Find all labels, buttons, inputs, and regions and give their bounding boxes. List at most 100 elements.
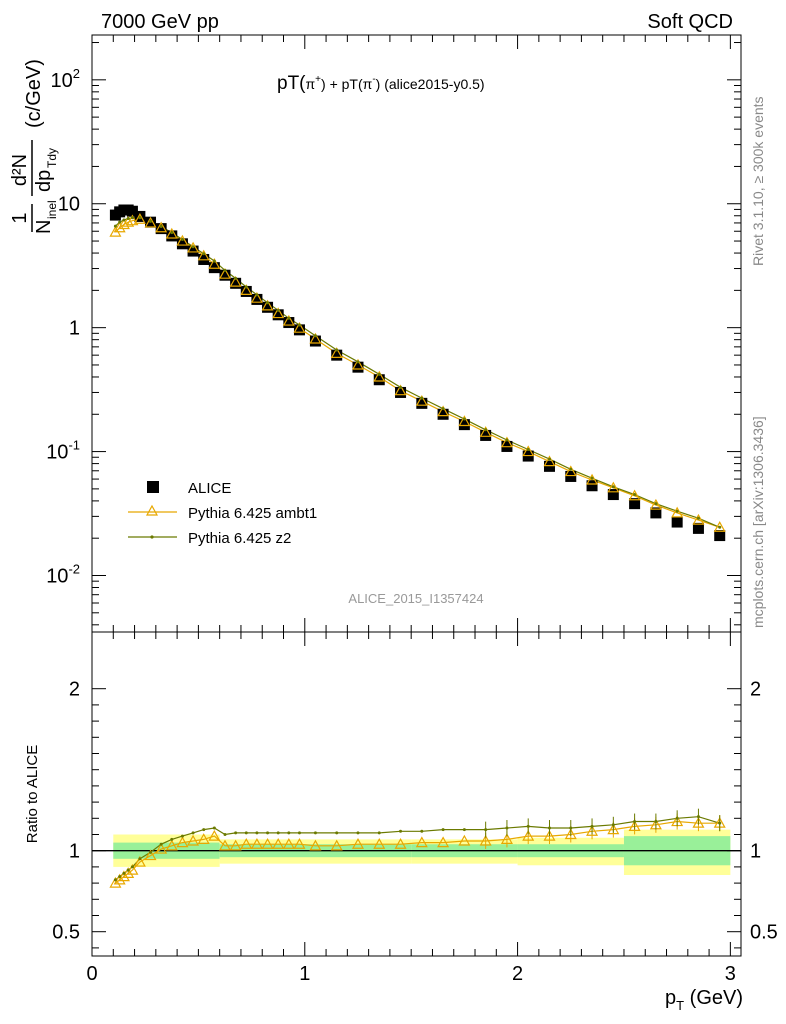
ratio-ambt1-point — [113, 873, 126, 885]
ratio-z2-point — [718, 821, 722, 825]
ratio-ambt1-point — [117, 870, 130, 882]
z2-point — [335, 348, 339, 352]
z2-point — [118, 220, 122, 224]
z2-point — [149, 219, 153, 223]
ambt1-point — [437, 405, 450, 417]
ratio-ambt1-point — [309, 839, 322, 851]
ambt1-point — [330, 347, 343, 358]
ambt1-point — [250, 291, 263, 303]
ratio-z2-point — [244, 831, 248, 835]
alice-point — [352, 361, 364, 373]
alice-point — [543, 460, 555, 472]
z2-point — [441, 407, 445, 411]
ambt1-point — [187, 241, 200, 253]
ambt1-point — [522, 445, 535, 457]
ratio-z2-point — [399, 829, 403, 833]
ratio-z2-point — [212, 826, 216, 830]
ratio-ambt1-point — [543, 829, 556, 841]
ratio-z2-point — [335, 831, 339, 835]
ambt1-point — [176, 234, 189, 246]
z2-point — [696, 516, 700, 520]
ambt1-point — [394, 384, 407, 396]
ratio-ambt1-point — [229, 839, 242, 851]
ratio-ambt1-point — [458, 834, 471, 846]
z2-point — [356, 360, 360, 364]
analysis-watermark: ALICE_2015_I1357424 — [348, 591, 483, 606]
svg-text:inel: inel — [45, 200, 59, 219]
ratio-ambt1-point — [564, 828, 577, 840]
z2-point — [484, 428, 488, 432]
ratio-z2-point — [547, 826, 551, 830]
ratio-ambt1-point — [165, 839, 178, 851]
x-axis-label: pT (GeV) — [665, 987, 743, 1013]
z2-point — [420, 396, 424, 400]
alice-point — [480, 429, 492, 441]
ambt1-point — [240, 284, 253, 295]
ambt1-point — [309, 332, 322, 344]
alice-point — [166, 230, 178, 242]
legend-marker-ambt1 — [145, 504, 159, 516]
svg-text:(c/GeV): (c/GeV) — [23, 59, 45, 128]
ratio-y-tick-label-right: 2 — [750, 679, 761, 701]
alice-point — [155, 223, 167, 235]
ambt1-point — [586, 473, 599, 485]
ratio-ambt1-point — [692, 816, 705, 828]
ratio-z2-point — [590, 824, 594, 828]
ratio-z2-point — [149, 850, 153, 854]
ratio-z2-point — [287, 831, 291, 835]
ratio-ambt1-point — [133, 855, 146, 867]
ratio-ambt1-point — [437, 836, 450, 848]
z2-point — [234, 276, 238, 280]
ambt1-point — [197, 249, 210, 261]
ratio-z2-point — [159, 842, 163, 846]
y-tick-label: 10 — [58, 194, 80, 216]
z2-point — [202, 252, 206, 256]
y-tick-label: 10-1 — [46, 438, 80, 464]
x-tick-label: 1 — [299, 963, 310, 985]
alice-point — [293, 324, 305, 336]
ambt1-point — [671, 506, 684, 518]
ratio-ambt1-point — [479, 834, 492, 846]
ratio-z2-point — [202, 828, 206, 832]
ratio-z2-point — [526, 824, 530, 828]
x-tick-label: 2 — [512, 963, 523, 985]
z2-point — [718, 525, 722, 529]
alice-point — [187, 245, 199, 257]
ratio-z2-point — [170, 837, 174, 841]
ratio-ambt1-point — [272, 837, 285, 849]
ratio-z2-point — [276, 831, 280, 835]
z2-point — [505, 438, 509, 442]
legend-label-ambt1: Pythia 6.425 ambt1 — [188, 505, 317, 522]
ratio-ambt1-point — [351, 837, 365, 849]
z2-point — [244, 285, 248, 289]
ratio-z2-point — [297, 831, 301, 835]
z2-point — [654, 502, 658, 506]
ratio-ambt1-point — [293, 837, 306, 849]
ambt1-point — [117, 218, 130, 230]
alice-point — [219, 269, 231, 281]
z2-point — [138, 216, 142, 220]
ratio-z2-point — [569, 826, 573, 830]
ratio-y-tick-label-right: 0.5 — [750, 922, 778, 944]
alice-point — [272, 309, 284, 321]
alice-point — [671, 516, 683, 528]
legend-label-z2: Pythia 6.425 z2 — [188, 530, 291, 547]
z2-point — [122, 218, 126, 222]
ambt1-point — [373, 370, 386, 382]
alice-point — [586, 480, 598, 492]
alice-point — [437, 408, 449, 420]
z2-point — [633, 493, 637, 497]
z2-point — [526, 447, 530, 451]
alice-point — [262, 301, 274, 313]
alice-point — [283, 317, 295, 329]
y-axis-label-top: 1 N inel d²N dp Tdy (c/GeV) — [9, 59, 59, 234]
ratio-z2-point — [223, 833, 227, 836]
ratio-ambt1-point — [628, 820, 641, 832]
ratio-ambt1-point — [261, 837, 274, 849]
ratio-ambt1-point — [176, 836, 189, 848]
ratio-ambt1-point — [122, 867, 135, 878]
ambt1-point — [479, 426, 492, 437]
header-right: Soft QCD — [647, 11, 733, 33]
ratio-z2-point — [633, 820, 637, 824]
